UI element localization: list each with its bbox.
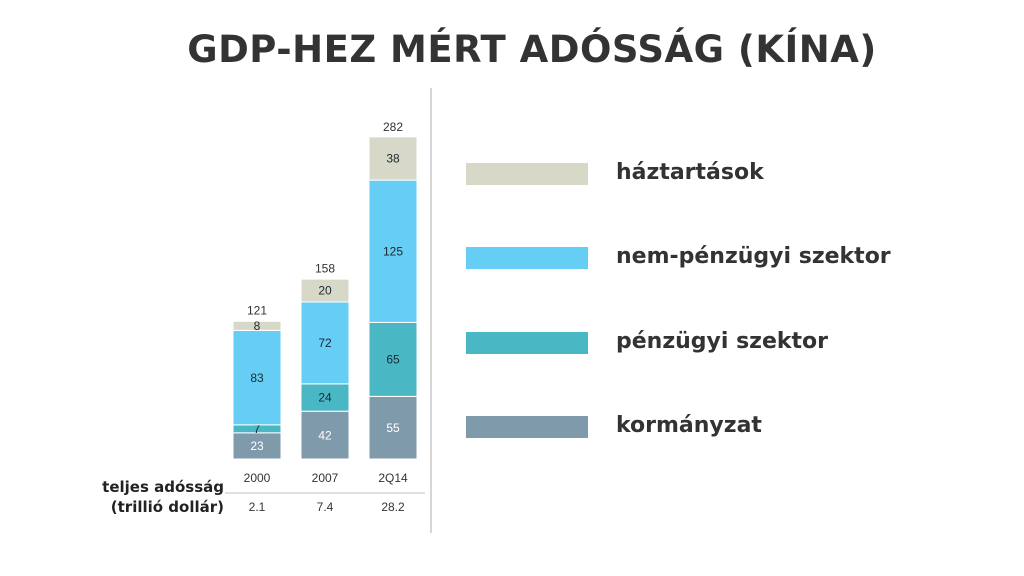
legend-swatch (466, 332, 588, 354)
bar-value-label: 72 (318, 336, 332, 350)
bar-segment-2Q14-3 (368, 136, 418, 181)
legend-swatch (466, 247, 588, 269)
bar-segment-2Q14-1 (368, 321, 418, 397)
bar-total-label: 282 (383, 120, 403, 134)
bar-value-label: 83 (250, 371, 264, 385)
x-tick-label: 2007 (312, 471, 339, 485)
bar-segment-2000-0 (232, 432, 282, 460)
legend-label: pénzügyi szektor (616, 329, 829, 354)
x-tick-label: 2Q14 (378, 471, 408, 485)
bar-total-label: 121 (247, 303, 267, 317)
bar-value-label: 55 (386, 421, 400, 435)
bar-value-label: 24 (318, 391, 332, 405)
bar-value-label: 38 (386, 152, 400, 166)
legend-label: háztartások (616, 160, 764, 185)
bar-value-label: 23 (250, 439, 264, 453)
bar-segment-2000-2 (232, 329, 282, 426)
legend-item: nem-pénzügyi szektor (466, 244, 1024, 269)
legend-swatch (466, 416, 588, 438)
legend-item: pénzügyi szektor (466, 329, 1024, 354)
x-tick-label: 2000 (244, 471, 271, 485)
total-debt-value: 7.4 (317, 500, 334, 514)
bar-segment-2Q14-2 (368, 179, 418, 323)
bar-segment-2007-2 (300, 301, 350, 385)
bar-value-label: 20 (318, 284, 332, 298)
bar-value-label: 42 (318, 428, 332, 442)
bar-segment-2007-3 (300, 278, 350, 303)
bar-segment-2007-1 (300, 383, 350, 412)
total-debt-value: 2.1 (249, 500, 266, 514)
bar-value-label: 7 (254, 422, 261, 436)
legend-item: háztartások (466, 160, 1024, 185)
total-debt-unit-label: (trillió dollár) (110, 498, 224, 516)
page-title: GDP-HEZ MÉRT ADÓSSÁG (KÍNA) (187, 28, 877, 71)
bar-value-label: 125 (383, 244, 403, 258)
legend-label: kormányzat (616, 413, 762, 438)
bar-value-label: 65 (386, 353, 400, 367)
legend-item: kormányzat (466, 413, 1024, 438)
total-debt-label: teljes adósság (102, 478, 224, 496)
legend-swatch (466, 163, 588, 185)
legend-label: nem-pénzügyi szektor (616, 244, 891, 269)
bar-value-label: 8 (254, 319, 261, 333)
total-debt-value: 28.2 (381, 500, 405, 514)
bar-total-label: 158 (315, 261, 335, 275)
bar-segment-2007-0 (300, 410, 350, 460)
bar-segment-2000-3 (232, 320, 282, 331)
